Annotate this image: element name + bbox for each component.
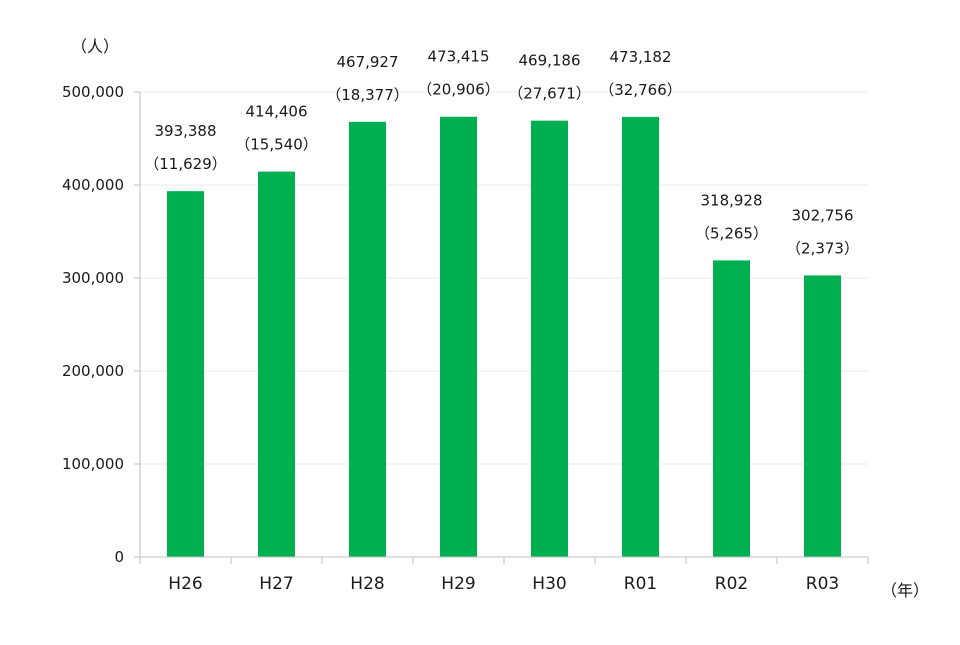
y-unit-label: （人） bbox=[71, 37, 119, 56]
bar bbox=[258, 171, 295, 557]
y-tick-label: 500,000 bbox=[62, 83, 124, 101]
bars bbox=[167, 116, 841, 558]
data-label-sub: （20,906） bbox=[417, 81, 500, 99]
x-category-label: R03 bbox=[806, 574, 839, 594]
x-category-label: H30 bbox=[532, 574, 566, 594]
data-label-value: 302,756 bbox=[791, 206, 853, 224]
data-label-sub: （2,373） bbox=[786, 239, 859, 257]
x-category-label: H26 bbox=[168, 574, 202, 594]
data-label-value: 469,186 bbox=[518, 52, 580, 70]
x-category-label: R02 bbox=[715, 574, 748, 594]
x-category-label: H29 bbox=[441, 574, 475, 594]
bar bbox=[167, 191, 204, 557]
data-label-value: 473,415 bbox=[427, 48, 489, 66]
data-label-value: 393,388 bbox=[154, 122, 216, 140]
data-label-value: 318,928 bbox=[700, 191, 762, 209]
data-label-value: 467,927 bbox=[336, 53, 398, 71]
x-category-label: H28 bbox=[350, 574, 384, 594]
bar bbox=[349, 121, 386, 558]
data-label-sub: （18,377） bbox=[326, 86, 409, 104]
axes bbox=[134, 91, 869, 564]
data-label-sub: （32,766） bbox=[599, 81, 682, 99]
data-label-sub: （5,265） bbox=[695, 224, 768, 242]
bar bbox=[804, 275, 841, 557]
data-label-value: 473,182 bbox=[609, 48, 671, 66]
y-tick-label: 0 bbox=[114, 548, 124, 566]
labels: 0 100,000 200,000 300,000 400,000 500,000 H26 3… bbox=[62, 48, 859, 594]
bar bbox=[531, 120, 568, 558]
y-tick-label: 100,000 bbox=[62, 455, 124, 473]
x-category-label: H27 bbox=[259, 574, 293, 594]
bar bbox=[440, 116, 477, 557]
data-label-value: 414,406 bbox=[245, 103, 307, 121]
data-label-sub: （27,671） bbox=[508, 85, 591, 103]
x-category-label: R01 bbox=[624, 574, 657, 594]
bar bbox=[622, 116, 659, 558]
data-label-sub: （15,540） bbox=[235, 136, 318, 154]
y-tick-label: 300,000 bbox=[62, 269, 124, 287]
y-tick-label: 400,000 bbox=[62, 176, 124, 194]
x-unit-label: （年） bbox=[881, 581, 929, 600]
y-tick-label: 200,000 bbox=[62, 362, 124, 380]
data-label-sub: （11,629） bbox=[144, 155, 227, 173]
bar bbox=[713, 260, 750, 557]
